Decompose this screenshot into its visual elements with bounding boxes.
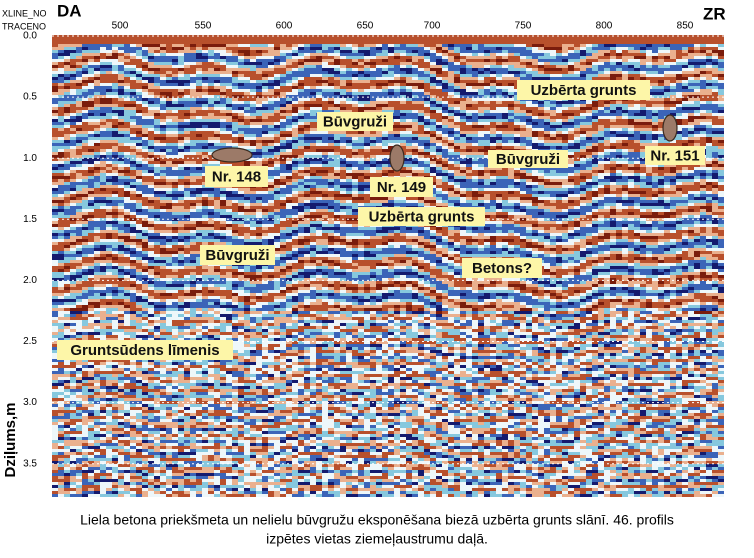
y-tick-label: 2.0 (23, 275, 37, 286)
overlay: Uzbērta grunts Būvgruži Nr. 148 Būvgruži Nr.… (52, 35, 724, 465)
x-tick-label: 650 (357, 21, 374, 32)
x-tick-label: 750 (515, 21, 532, 32)
annotation-label: Nr. 151 (650, 147, 699, 164)
annotation-label: Būvgruži (323, 113, 387, 130)
y-axis-title: Dziļums,m (2, 402, 19, 477)
annotation-box (358, 207, 485, 226)
x-tick-label: 800 (596, 21, 613, 32)
x-tick-label: 500 (112, 21, 129, 32)
y-tick-label: 0.0 (23, 31, 37, 42)
annotation-label: Būvgruži (205, 247, 269, 264)
right-direction: ZR (703, 4, 726, 23)
annotation-box (488, 150, 568, 168)
y-tick-label: 1.5 (23, 214, 37, 225)
y-tick-label: 0.5 (23, 92, 37, 103)
annotation-box (317, 112, 393, 131)
x-tick-label: 600 (276, 21, 293, 32)
x-tick-label: 700 (424, 21, 441, 32)
annotation-box (517, 80, 650, 100)
annotation-box (370, 177, 433, 197)
object-marker (211, 147, 253, 163)
trace-label: TRACENO (2, 21, 46, 31)
radargram (52, 35, 724, 497)
x-tick-label: 550 (195, 21, 212, 32)
annotation-box (645, 146, 705, 165)
annotation-box (57, 340, 233, 360)
texture-band (52, 44, 724, 497)
y-tick-label: 1.0 (23, 153, 37, 164)
y-tick-label: 2.5 (23, 336, 37, 347)
left-direction: DA (57, 1, 82, 20)
annotation-label: Betons? (472, 260, 532, 277)
annotation-label: Būvgruži (496, 151, 560, 168)
annotation-label: Gruntsūdens līmenis (70, 342, 219, 359)
annotation-box (462, 258, 542, 278)
object-marker (662, 114, 678, 142)
x-tick-label: 850 (677, 21, 694, 32)
xline-label: XLINE_NO (2, 8, 47, 18)
annotation-label: Uzbērta grunts (369, 208, 475, 225)
annotation-label: Nr. 148 (212, 168, 261, 185)
texture-band (52, 44, 724, 497)
annotation-label: Uzbērta grunts (531, 82, 637, 99)
y-tick-label: 3.0 (23, 397, 37, 408)
annotation-box (205, 166, 268, 187)
annotation-box (200, 245, 275, 265)
annotation-label: Nr. 149 (377, 179, 426, 196)
y-tick-label: 3.5 (23, 458, 37, 469)
object-marker (389, 144, 405, 172)
caption-line: izpētes vietas ziemeļaustrumu daļā. (266, 531, 488, 547)
caption-line: Liela betona priekšmeta un nelielu būvgr… (80, 512, 674, 528)
